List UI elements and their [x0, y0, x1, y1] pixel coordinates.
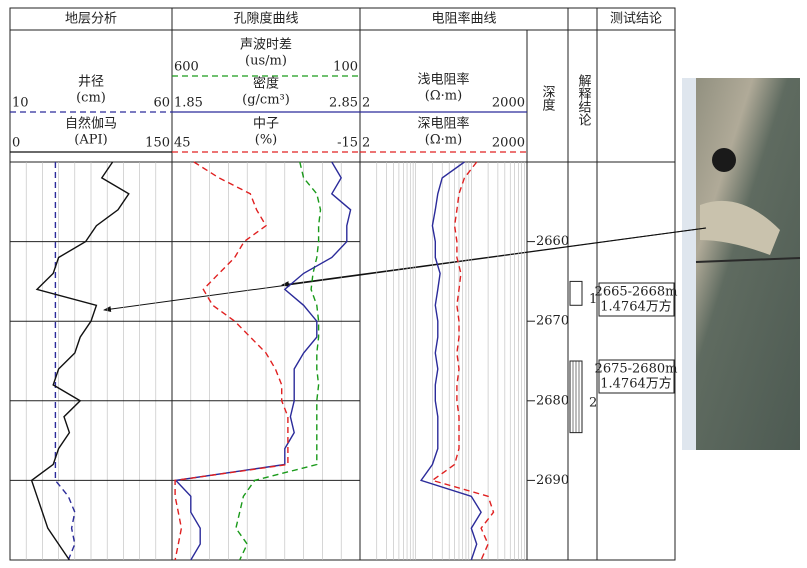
layer-label: 1 — [589, 292, 597, 307]
curve-name: 井径 — [78, 75, 104, 90]
scale-min: 10 — [12, 96, 29, 111]
scale-min: 1.85 — [174, 96, 203, 111]
scale-min: 0 — [12, 136, 20, 151]
interp-label: 解释结论 — [576, 74, 592, 126]
log-curve — [54, 162, 76, 561]
scale-min: 600 — [174, 60, 199, 75]
frame — [9, 7, 676, 561]
log-curve — [235, 161, 322, 561]
header: 地层分析 — [65, 12, 117, 27]
curve-name: 声波时差 — [240, 38, 292, 53]
scale-max: 2000 — [492, 96, 525, 111]
curve-name: 深电阻率 — [417, 116, 469, 132]
curve-unit: (Ω·m) — [425, 133, 462, 148]
conclusion-box — [598, 359, 675, 394]
conclusion-interval: 2675-2680m — [595, 362, 678, 377]
log-curve — [30, 161, 130, 561]
depth-tick-label: 2670 — [536, 314, 569, 329]
core-photo — [682, 78, 801, 450]
curve-name: 密度 — [253, 76, 279, 92]
log-curve — [419, 161, 482, 561]
scale-max: 150 — [145, 136, 170, 151]
header: 电阻率曲线 — [431, 11, 496, 27]
conclusion-result: 1.4764万方 — [600, 299, 672, 315]
curve-unit: (cm) — [76, 91, 106, 106]
curve-unit: (g/cm³) — [242, 93, 290, 108]
conclusion-interval: 2665-2668m — [595, 285, 678, 300]
depth-tick-label: 2680 — [536, 393, 569, 408]
curve-unit: (Ω·m) — [425, 89, 462, 104]
curve-unit: (API) — [74, 133, 107, 148]
depth-label: 深度 — [540, 85, 556, 111]
scale-max: -15 — [337, 136, 358, 151]
scale-min: 2 — [362, 136, 370, 151]
header: 测试结论 — [610, 12, 662, 27]
scale-min: 2 — [362, 96, 370, 111]
scale-max: 2000 — [492, 136, 525, 151]
header: 孔隙度曲线 — [233, 11, 298, 27]
curve-name: 自然伽马 — [65, 116, 117, 132]
scale-min: 45 — [174, 136, 191, 151]
pointer-arrows — [103, 227, 707, 313]
log-curve — [174, 161, 289, 561]
conclusion-result: 1.4764万方 — [600, 376, 672, 392]
scale-max: 100 — [333, 60, 358, 75]
scale-max: 2.85 — [329, 96, 358, 111]
curve-unit: (%) — [255, 133, 278, 148]
log-curve — [174, 161, 352, 561]
conclusion-box — [598, 282, 675, 317]
curve-name: 中子 — [253, 117, 279, 132]
scale-max: 60 — [153, 96, 170, 111]
curve-unit: (us/m) — [245, 54, 287, 69]
layer-label: 2 — [589, 395, 597, 410]
depth-tick-label: 2660 — [536, 234, 569, 249]
curve-name: 浅电阻率 — [417, 72, 469, 88]
depth-tick-label: 2690 — [536, 473, 569, 488]
layer-box — [569, 280, 583, 306]
log-curve — [430, 161, 495, 561]
